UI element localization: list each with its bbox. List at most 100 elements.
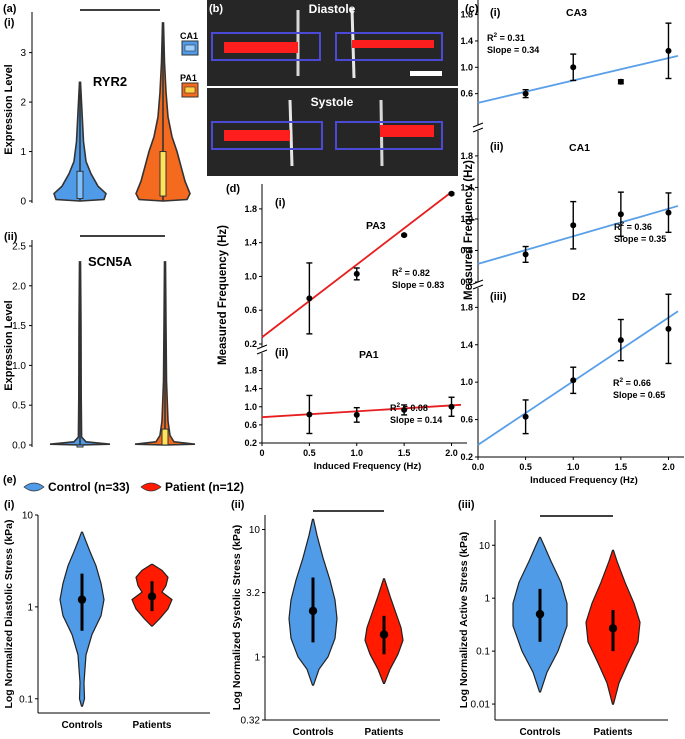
slope-annotation: Slope = 0.83 [392,280,444,290]
x-tick-label: 0.5 [303,448,316,458]
panel-label-a: (a) [3,3,17,15]
panel-label-a-i: (i) [4,17,15,29]
data-point [353,411,360,418]
fit-line [477,205,679,265]
data-point [665,325,672,332]
y-tick-label: 1.0 [460,62,473,72]
violin-plot-active-stress: 0.01 0.1 1 10 Log Normalized Active Stress (… [458,515,668,738]
y-tick-label: 0.6 [244,420,257,430]
x-tick-label-controls: Controls [292,727,334,738]
subplot-title-d2: D2 [572,291,586,303]
y-axis-label: Log Normalized Diastolic Stress (kPa) [3,519,15,708]
legend-patient-label: Patient (n=12) [165,480,244,494]
y-tick-label: 1.4 [244,238,257,248]
y-tick-label: 0.2 [244,438,257,448]
r-squared-annotation: R2 = 0.08 [390,402,428,413]
violin-box [159,151,167,197]
subplot-title-ca1: CA1 [569,142,590,154]
subplot-title-ca3: CA3 [566,7,587,19]
y-tick-label: 1.0 [244,402,257,412]
y-axis-label: Expression Level [3,300,15,391]
data-point [306,295,313,302]
x-tick-label: 0 [259,448,264,458]
data-point [522,251,529,258]
panel-label-c: (c) [465,3,479,15]
y-tick-label: 1.5 [12,321,26,332]
microscopy-label-diastole: Diastole [309,2,356,16]
electrode-left-top [211,32,321,61]
x-tick-label: 1.5 [398,448,411,458]
x-tick-label-patients: Patients [594,727,633,738]
x-tick-label-patients: Patients [365,727,404,738]
legend: Control (n=33) Patient (n=12) [23,480,244,494]
x-axis-label: Induced Frequency (Hz) [530,475,638,486]
fit-line [477,310,679,446]
tissue-bar-right-bottom [380,125,434,137]
y-tick-label: 1.8 [244,204,257,214]
r-squared-annotation: R2 = 0.36 [614,221,652,232]
electrode-right-bottom [335,121,443,150]
subplot-label: (iii) [490,291,507,303]
x-tick-label-controls: Controls [519,727,561,738]
y-tick-label: 1.0 [12,361,26,372]
data-point [665,47,672,54]
y-tick-label: 0.5 [12,401,26,412]
subplot-label: (ii) [275,347,289,359]
panel-label-e-ii: (ii) [231,499,245,511]
y-tick-label: 0.1 [19,694,33,705]
panel-label-d: (d) [226,183,240,195]
microscopy-panel: Diastole Systole (b) [207,0,458,176]
slope-annotation: Slope = 0.65 [613,390,665,400]
y-tick-label: 1.4 [460,182,473,192]
violin-box [76,170,84,200]
tissue-bar-left-bottom [224,130,290,141]
y-axis-label: Measured Frequency (Hz) [217,225,229,365]
legend-swatch-inner [184,44,196,52]
y-axis-label: Log Normalized Systolic Stress (kPa) [231,525,243,711]
data-point [522,90,529,97]
mean-point [77,595,87,604]
slope-annotation: Slope = 0.14 [390,415,442,425]
violin-plot-scn5a: 0.0 0.5 1.0 1.5 2.0 2.5 Expression Level SCN5A [3,235,196,452]
y-tick-label: 0.1 [476,647,490,658]
y-tick-label: 2.0 [12,281,26,292]
y-tick-label: 1.8 [460,302,473,312]
legend-control-label: Control (n=33) [48,480,130,494]
r-squared-annotation: R2 = 0.31 [487,32,525,43]
axis-break-mark [472,284,484,290]
data-point [401,406,408,413]
panel-label-e: (e) [3,474,17,486]
y-tick-label: 10 [479,541,491,552]
data-point [570,64,577,71]
panel-label-e-i: (i) [4,499,15,511]
axis-break-mark [472,127,484,133]
legend-patient-swatch [140,482,162,492]
tissue-bar-left-top [224,42,298,53]
mean-point [535,609,545,619]
fit-line [261,191,453,338]
mean-point [379,630,389,639]
panel-label-e-iii: (iii) [458,499,475,511]
y-tick-label: 1 [20,147,26,158]
axis-break-mark [256,344,268,350]
subplot-title-pa1: PA1 [359,349,379,361]
y-tick-label: 0.0 [12,441,26,452]
scale-bar [410,71,442,76]
slope-annotation: Slope = 0.35 [614,234,666,244]
mean-point [608,624,618,633]
y-tick-label: 0.6 [460,245,473,255]
x-tick-label: 1.5 [615,462,628,472]
mean-point [147,592,157,601]
axis-break-mark [256,349,268,355]
axis-break-gap [257,347,267,353]
y-tick-label: 1.4 [460,340,473,350]
legend-label-ca1: CA1 [180,31,198,41]
y-tick-label: 3 [20,48,26,59]
legend-swatch-inner [184,86,196,94]
tissue-streak [288,99,294,167]
axis-break-mark [472,122,484,128]
subplot-label: (i) [275,197,286,209]
legend-control-swatch [23,482,45,492]
y-tick-label: 2 [20,98,26,109]
y-tick-label: 1 [484,594,490,605]
